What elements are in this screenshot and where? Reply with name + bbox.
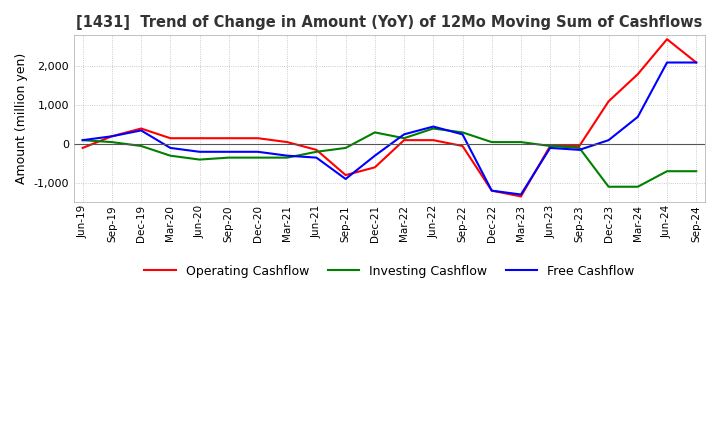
Free Cashflow — [312, 155, 320, 160]
Free Cashflow — [546, 145, 554, 150]
Free Cashflow — [662, 60, 671, 65]
Free Cashflow — [604, 138, 613, 143]
Free Cashflow — [137, 128, 145, 133]
Operating Cashflow — [546, 143, 554, 149]
Legend: Operating Cashflow, Investing Cashflow, Free Cashflow: Operating Cashflow, Investing Cashflow, … — [140, 260, 639, 283]
Investing Cashflow — [195, 157, 204, 162]
Operating Cashflow — [283, 139, 292, 145]
Operating Cashflow — [400, 138, 408, 143]
Line: Free Cashflow: Free Cashflow — [83, 62, 696, 194]
Investing Cashflow — [107, 139, 116, 145]
Free Cashflow — [371, 153, 379, 158]
Operating Cashflow — [225, 136, 233, 141]
Free Cashflow — [341, 176, 350, 182]
Investing Cashflow — [225, 155, 233, 160]
Investing Cashflow — [312, 149, 320, 154]
Operating Cashflow — [458, 143, 467, 149]
Investing Cashflow — [517, 139, 526, 145]
Investing Cashflow — [575, 145, 584, 150]
Free Cashflow — [692, 60, 701, 65]
Operating Cashflow — [634, 72, 642, 77]
Investing Cashflow — [78, 138, 87, 143]
Free Cashflow — [253, 149, 262, 154]
Free Cashflow — [517, 192, 526, 197]
Free Cashflow — [575, 147, 584, 153]
Operating Cashflow — [253, 136, 262, 141]
Investing Cashflow — [137, 143, 145, 149]
Operating Cashflow — [78, 145, 87, 150]
Investing Cashflow — [283, 155, 292, 160]
Free Cashflow — [458, 132, 467, 137]
Operating Cashflow — [575, 143, 584, 149]
Investing Cashflow — [371, 130, 379, 135]
Operating Cashflow — [341, 172, 350, 178]
Free Cashflow — [78, 138, 87, 143]
Title: [1431]  Trend of Change in Amount (YoY) of 12Mo Moving Sum of Cashflows: [1431] Trend of Change in Amount (YoY) o… — [76, 15, 703, 30]
Investing Cashflow — [341, 145, 350, 150]
Operating Cashflow — [662, 37, 671, 42]
Free Cashflow — [400, 132, 408, 137]
Free Cashflow — [283, 153, 292, 158]
Line: Investing Cashflow: Investing Cashflow — [83, 128, 696, 187]
Operating Cashflow — [692, 60, 701, 65]
Free Cashflow — [429, 124, 438, 129]
Investing Cashflow — [458, 130, 467, 135]
Free Cashflow — [487, 188, 496, 193]
Investing Cashflow — [634, 184, 642, 189]
Investing Cashflow — [429, 126, 438, 131]
Operating Cashflow — [312, 147, 320, 153]
Free Cashflow — [166, 145, 175, 150]
Operating Cashflow — [429, 138, 438, 143]
Line: Operating Cashflow: Operating Cashflow — [83, 39, 696, 196]
Operating Cashflow — [195, 136, 204, 141]
Free Cashflow — [107, 134, 116, 139]
Investing Cashflow — [253, 155, 262, 160]
Operating Cashflow — [604, 99, 613, 104]
Investing Cashflow — [662, 169, 671, 174]
Operating Cashflow — [517, 194, 526, 199]
Investing Cashflow — [692, 169, 701, 174]
Operating Cashflow — [371, 165, 379, 170]
Investing Cashflow — [487, 139, 496, 145]
Investing Cashflow — [604, 184, 613, 189]
Free Cashflow — [634, 114, 642, 120]
Investing Cashflow — [166, 153, 175, 158]
Free Cashflow — [225, 149, 233, 154]
Y-axis label: Amount (million yen): Amount (million yen) — [15, 53, 28, 184]
Operating Cashflow — [137, 126, 145, 131]
Free Cashflow — [195, 149, 204, 154]
Investing Cashflow — [400, 136, 408, 141]
Operating Cashflow — [107, 134, 116, 139]
Operating Cashflow — [487, 188, 496, 193]
Operating Cashflow — [166, 136, 175, 141]
Investing Cashflow — [546, 143, 554, 149]
